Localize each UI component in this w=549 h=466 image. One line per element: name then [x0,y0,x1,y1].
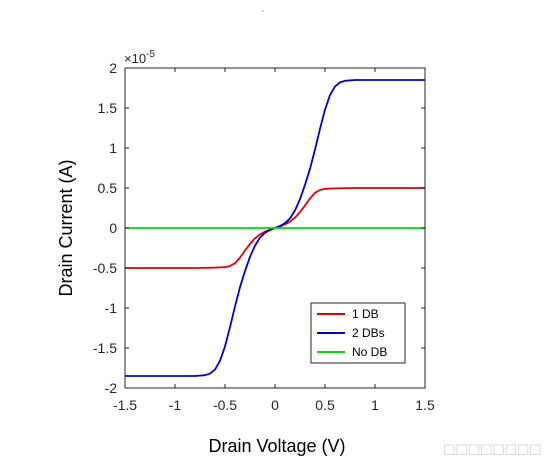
y-axis-exponent-power: -5 [146,49,155,60]
y-tick-label: -2 [105,380,118,396]
legend-label-2: 2 DBs [352,326,385,340]
legend-label-3: No DB [352,345,387,359]
stray-dot [262,10,264,12]
y-axis-exponent-base: ×10 [124,51,146,66]
y-tick-label: 2 [109,60,117,76]
x-tick-label: 0 [271,397,279,413]
y-tick-label: 0.5 [98,180,118,196]
legend: 1 DB 2 DBs No DB [310,302,406,364]
y-tick-label: -1 [105,300,118,316]
x-tick-label: -1.5 [113,397,137,413]
x-tick-label: 1.5 [415,397,435,413]
legend-label-1: 1 DB [352,307,379,321]
y-axis-title: Drain Current (A) [56,159,76,296]
x-tick-label: -0.5 [213,397,237,413]
y-axis-exponent: ×10-5 [124,49,155,66]
y-tick-label: -1.5 [93,340,117,356]
x-tick-label: 0.5 [315,397,335,413]
y-tick-label: 0 [109,220,117,236]
x-axis-title: Drain Voltage (V) [208,436,345,456]
y-tick-label: -0.5 [93,260,117,276]
y-tick-label: 1.5 [98,100,118,116]
y-tick-label: 1 [109,140,117,156]
x-tick-label: -1 [169,397,182,413]
axis-ticks: -1.5 -1 -0.5 0 0.5 1 1.521.510.50-0.5-1-1.5-2 [93,60,435,413]
x-tick-label: 1 [371,397,379,413]
watermark: ◻◻◻◻◻◻◻◻ [442,439,542,458]
